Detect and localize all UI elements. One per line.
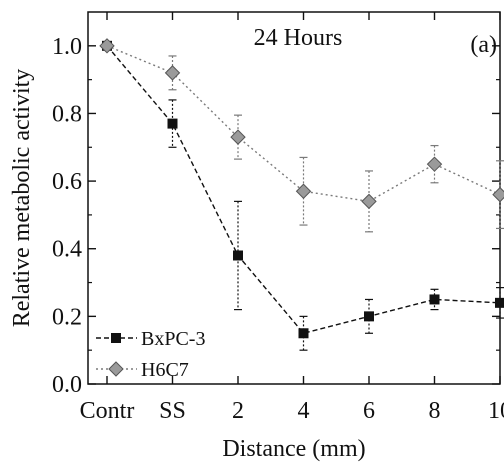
square-marker — [298, 328, 309, 339]
diamond-marker — [230, 129, 246, 145]
legend-label: BxPC-3 — [141, 328, 205, 350]
y-tick-label: 0.4 — [52, 237, 82, 263]
y-axis-label: Relative metabolic activity — [9, 69, 35, 328]
square-marker — [429, 294, 440, 305]
x-tick-label: Contr — [80, 398, 135, 424]
panel-label: (a) — [470, 32, 497, 58]
diamond-marker — [108, 361, 124, 377]
y-tick-label: 0.8 — [52, 101, 82, 127]
diamond-marker — [164, 65, 181, 81]
square-marker — [233, 250, 243, 261]
y-tick-label: 0.2 — [52, 304, 82, 330]
y-tick-label: 0.0 — [52, 372, 82, 398]
x-tick-label: 2 — [232, 398, 244, 424]
y-tick-label: 0.6 — [52, 169, 82, 195]
diamond-marker — [99, 38, 115, 54]
y-tick-label: 1.0 — [52, 34, 82, 60]
x-axis-ticks: Contr SS 2 4 6 8 10 — [80, 12, 504, 424]
chart-title: 24 Hours — [254, 25, 343, 51]
x-tick-label: SS — [159, 398, 186, 424]
series-bxpc-3 — [102, 40, 504, 351]
series-h6c7 — [99, 38, 504, 233]
square-marker — [495, 297, 504, 308]
x-axis-label: Distance (mm) — [222, 436, 365, 462]
x-tick-label: 8 — [429, 398, 441, 424]
diamond-marker — [295, 183, 312, 199]
legend: BxPC-3 H6C7 — [96, 328, 205, 381]
diamond-marker — [361, 193, 377, 210]
x-tick-label: 4 — [298, 398, 310, 424]
diamond-marker — [492, 186, 504, 203]
diamond-marker — [426, 156, 443, 172]
series-layer — [99, 38, 504, 351]
x-tick-label: 10 — [488, 398, 504, 424]
square-marker — [167, 118, 178, 129]
square-marker — [111, 333, 121, 343]
legend-label: H6C7 — [141, 359, 189, 381]
square-marker — [364, 311, 374, 322]
y-axis-ticks: 0.0 0.2 0.4 0.6 0.8 1.0 — [52, 34, 500, 398]
x-tick-label: 6 — [363, 398, 375, 424]
